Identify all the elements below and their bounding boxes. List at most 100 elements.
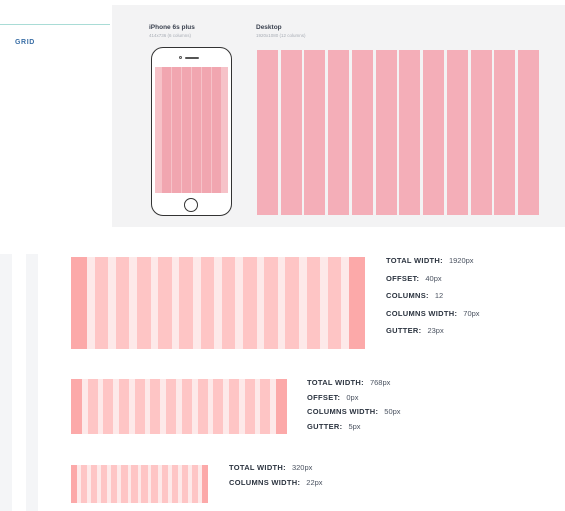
grid-column	[141, 465, 148, 503]
iphone-grid-column	[192, 67, 201, 193]
spec-label: TOTAL WIDTH:	[229, 463, 286, 472]
grid-spec-row: COLUMNS WIDTH: 70px	[386, 309, 480, 318]
grid-column	[87, 379, 98, 434]
grid-diagram	[71, 465, 208, 503]
desktop-grid-column	[328, 50, 350, 215]
grid-column	[103, 379, 114, 434]
grid-spec-row: COLUMNS: 12	[386, 291, 443, 300]
desktop-grid-column	[280, 50, 302, 215]
grid-offset-right	[349, 257, 365, 349]
desktop-grid-column	[351, 50, 373, 215]
spec-value: 768px	[369, 378, 391, 387]
grid-spec-row: TOTAL WIDTH: 320px	[229, 463, 312, 472]
iphone-grid-column	[172, 67, 181, 193]
grid-column	[181, 379, 192, 434]
spec-label: OFFSET:	[386, 273, 420, 283]
spec-value: 50px	[384, 407, 401, 416]
desktop-grid-column	[304, 50, 326, 215]
spec-label: COLUMNS WIDTH:	[229, 478, 301, 487]
grid-column	[264, 257, 278, 349]
grid-column	[161, 465, 169, 503]
iphone-subtitle: 414x736 (6 columns)	[149, 33, 192, 38]
spec-label: TOTAL WIDTH:	[386, 256, 443, 265]
grid-column	[90, 465, 98, 503]
grid-column	[200, 257, 215, 349]
grid-spec-row: GUTTER: 23px	[386, 326, 444, 335]
grid-column	[260, 379, 271, 434]
grid-column	[191, 465, 199, 503]
spec-label: COLUMNS:	[386, 291, 429, 300]
phone-camera-icon	[179, 56, 182, 59]
desktop-grid-column	[257, 50, 278, 215]
desktop-grid-column	[494, 50, 516, 215]
iphone-title: iPhone 6s plus	[149, 24, 195, 31]
grid-column	[94, 257, 109, 349]
spec-value: 0px	[346, 392, 359, 402]
desktop-grid-column	[518, 50, 539, 215]
desktop-subtitle: 1920x1080 (12 columns)	[256, 33, 306, 38]
section-divider	[0, 24, 110, 25]
spec-label: COLUMNS WIDTH:	[307, 407, 379, 416]
desktop-grid-column	[446, 50, 468, 215]
spec-label: OFFSET:	[307, 392, 341, 402]
grid-column	[150, 379, 161, 434]
desktop-title: Desktop	[256, 24, 282, 31]
grid-column	[179, 257, 193, 349]
grid-offset-right	[202, 465, 208, 503]
grid-spec-row: TOTAL WIDTH: 768px	[307, 378, 390, 387]
iphone-grid-column	[162, 67, 171, 193]
sidebar-strip-right	[26, 254, 38, 511]
grid-column	[213, 379, 224, 434]
grid-spec-row: OFFSET: 40px	[386, 274, 442, 283]
grid-column	[158, 257, 172, 349]
grid-spec-row: GUTTER: 5px	[307, 422, 361, 431]
grid-spec-row: COLUMNS WIDTH: 50px	[307, 407, 401, 416]
grid-column	[228, 379, 239, 434]
spec-value: 22px	[306, 478, 323, 487]
spec-value: 70px	[463, 308, 480, 318]
grid-spec-row: TOTAL WIDTH: 1920px	[386, 256, 474, 265]
spec-value: 1920px	[448, 256, 474, 265]
grid-column	[151, 465, 158, 503]
iphone-grid-column	[182, 67, 191, 193]
desktop-grid-column	[423, 50, 445, 215]
grid-column	[119, 379, 130, 434]
spec-label: GUTTER:	[386, 326, 422, 335]
phone-speaker-icon	[185, 57, 199, 59]
sidebar-strip-left	[0, 254, 12, 511]
grid-column	[131, 465, 138, 503]
iphone-grid-column	[202, 67, 211, 193]
grid-column	[306, 257, 321, 349]
spec-value: 23px	[427, 326, 444, 335]
grid-offset-left	[71, 379, 82, 434]
grid-column	[110, 465, 118, 503]
iphone-grid-screen	[155, 67, 228, 193]
desktop-grid-column	[399, 50, 421, 215]
grid-column	[197, 379, 208, 434]
grid-column	[80, 465, 88, 503]
spec-value: 5px	[348, 421, 361, 431]
grid-column	[221, 257, 236, 349]
grid-column	[100, 465, 108, 503]
grid-column	[115, 257, 130, 349]
grid-column	[166, 379, 177, 434]
grid-column	[134, 379, 145, 434]
spec-label: TOTAL WIDTH:	[307, 378, 364, 387]
spec-label: COLUMNS WIDTH:	[386, 308, 458, 318]
grid-column	[181, 465, 189, 503]
spec-value: 320px	[291, 463, 313, 472]
spec-value: 40px	[425, 273, 442, 283]
grid-column	[243, 257, 257, 349]
grid-column	[137, 257, 151, 349]
grid-column	[244, 379, 255, 434]
grid-offset-left	[71, 257, 87, 349]
grid-spec-row: OFFSET: 0px	[307, 393, 358, 402]
desktop-grid-column	[375, 50, 397, 215]
desktop-grid-column	[470, 50, 492, 215]
grid-diagram	[71, 379, 287, 434]
phone-home-button-icon	[184, 198, 198, 212]
grid-diagram	[71, 257, 365, 349]
grid-offset-left	[71, 465, 77, 503]
grid-column	[171, 465, 179, 503]
grid-column	[285, 257, 299, 349]
